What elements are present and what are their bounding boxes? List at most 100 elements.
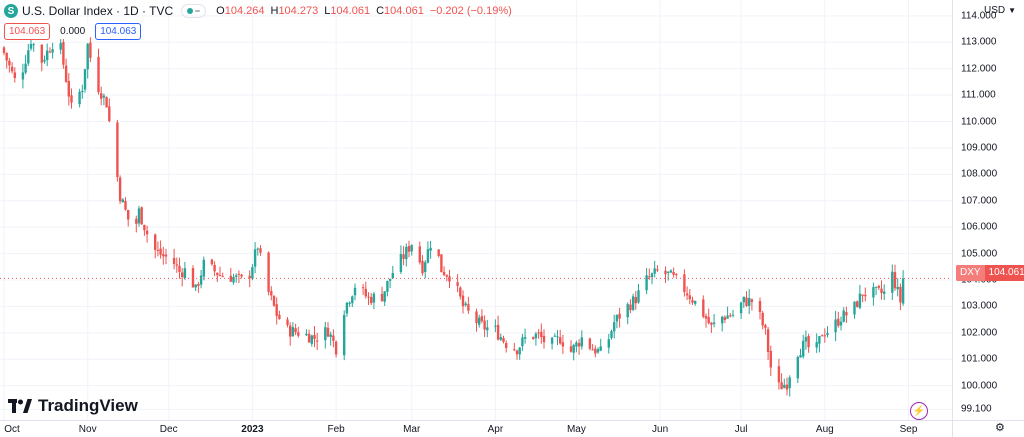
- candle-body[interactable]: [135, 218, 138, 224]
- candle-body[interactable]: [761, 312, 764, 326]
- candle-body[interactable]: [407, 246, 411, 252]
- candle-body[interactable]: [59, 43, 62, 50]
- candle-body[interactable]: [483, 320, 486, 330]
- candle-body[interactable]: [440, 254, 443, 273]
- candle-body[interactable]: [105, 97, 108, 108]
- candle-body[interactable]: [353, 287, 357, 296]
- candle-body[interactable]: [637, 290, 640, 303]
- candle-body[interactable]: [175, 264, 178, 266]
- candle-body[interactable]: [653, 268, 656, 274]
- candle-body[interactable]: [629, 304, 632, 311]
- candle-body[interactable]: [820, 335, 824, 337]
- candle-body[interactable]: [437, 249, 440, 256]
- candle-body[interactable]: [102, 95, 106, 98]
- candle-body[interactable]: [496, 324, 500, 340]
- candle-body[interactable]: [523, 337, 527, 339]
- candle-body[interactable]: [383, 291, 386, 302]
- candle-body[interactable]: [178, 265, 181, 273]
- candle-body[interactable]: [702, 299, 705, 317]
- candle-body[interactable]: [286, 319, 289, 326]
- candle-body[interactable]: [307, 333, 311, 343]
- candle-body[interactable]: [891, 271, 894, 293]
- candle-body[interactable]: [351, 296, 354, 304]
- candle-body[interactable]: [575, 342, 578, 347]
- candle-body[interactable]: [823, 335, 826, 337]
- candle-body[interactable]: [108, 106, 111, 122]
- candle-body[interactable]: [324, 327, 327, 341]
- candle-body[interactable]: [310, 335, 313, 344]
- candle-body[interactable]: [874, 286, 878, 288]
- candle-body[interactable]: [162, 254, 165, 257]
- candle-body[interactable]: [723, 317, 727, 320]
- candle-body[interactable]: [542, 335, 546, 343]
- candle-body[interactable]: [550, 337, 554, 344]
- candle-body[interactable]: [901, 278, 905, 304]
- candle-body[interactable]: [442, 271, 446, 276]
- candle-body[interactable]: [626, 304, 629, 318]
- candle-body[interactable]: [750, 299, 754, 303]
- candle-body[interactable]: [121, 199, 124, 203]
- candle-body[interactable]: [721, 316, 724, 324]
- candle-body[interactable]: [815, 342, 818, 348]
- candle-body[interactable]: [399, 254, 403, 273]
- candle-body[interactable]: [159, 248, 162, 255]
- candle-body[interactable]: [210, 259, 214, 265]
- candle-body[interactable]: [137, 208, 141, 224]
- candle-body[interactable]: [78, 91, 81, 105]
- candle-body[interactable]: [864, 294, 867, 297]
- candle-body[interactable]: [588, 338, 592, 349]
- candle-body[interactable]: [316, 340, 319, 342]
- candle-body[interactable]: [788, 377, 791, 389]
- candle-body[interactable]: [731, 314, 735, 316]
- candle-body[interactable]: [853, 301, 856, 315]
- candle-body[interactable]: [221, 276, 224, 278]
- candle-body[interactable]: [164, 254, 168, 257]
- candle-body[interactable]: [515, 350, 519, 355]
- candle-body[interactable]: [764, 325, 767, 328]
- candle-body[interactable]: [143, 224, 146, 231]
- candle-body[interactable]: [664, 270, 667, 275]
- candle-body[interactable]: [726, 315, 729, 319]
- candle-body[interactable]: [64, 65, 68, 82]
- candle-body[interactable]: [313, 334, 316, 340]
- candle-body[interactable]: [418, 246, 421, 263]
- candle-body[interactable]: [426, 249, 430, 263]
- candle-body[interactable]: [758, 301, 762, 313]
- candle-body[interactable]: [218, 275, 222, 277]
- candle-body[interactable]: [89, 42, 92, 58]
- candle-body[interactable]: [499, 337, 502, 340]
- candle-body[interactable]: [259, 248, 262, 253]
- candle-body[interactable]: [856, 301, 859, 308]
- candle-body[interactable]: [599, 346, 602, 351]
- candle-body[interactable]: [502, 337, 505, 342]
- candle-body[interactable]: [577, 343, 581, 347]
- candle-body[interactable]: [267, 252, 270, 292]
- candle-body[interactable]: [688, 295, 691, 300]
- candle-body[interactable]: [334, 341, 338, 355]
- candle-body[interactable]: [694, 300, 697, 304]
- candle-body[interactable]: [486, 327, 489, 331]
- candle-body[interactable]: [70, 95, 73, 103]
- candle-body[interactable]: [405, 246, 408, 260]
- candle-body[interactable]: [199, 275, 203, 285]
- candle-body[interactable]: [837, 318, 840, 326]
- candle-body[interactable]: [51, 49, 54, 53]
- candle-body[interactable]: [893, 272, 897, 289]
- candle-body[interactable]: [256, 248, 259, 250]
- candle-body[interactable]: [691, 300, 694, 303]
- candle-body[interactable]: [669, 270, 673, 273]
- candle-body[interactable]: [896, 286, 899, 290]
- candle-body[interactable]: [127, 209, 130, 220]
- candle-body[interactable]: [100, 93, 103, 99]
- candle-body[interactable]: [329, 334, 332, 337]
- candle-body[interactable]: [704, 315, 708, 319]
- chart-area[interactable]: [0, 0, 952, 420]
- candlestick-plot[interactable]: [0, 0, 952, 420]
- candle-body[interactable]: [861, 294, 864, 296]
- candle-body[interactable]: [834, 319, 837, 333]
- candle-body[interactable]: [367, 296, 370, 298]
- candle-body[interactable]: [388, 278, 392, 281]
- candle-body[interactable]: [67, 80, 70, 97]
- candle-body[interactable]: [478, 317, 481, 325]
- candle-body[interactable]: [235, 275, 238, 277]
